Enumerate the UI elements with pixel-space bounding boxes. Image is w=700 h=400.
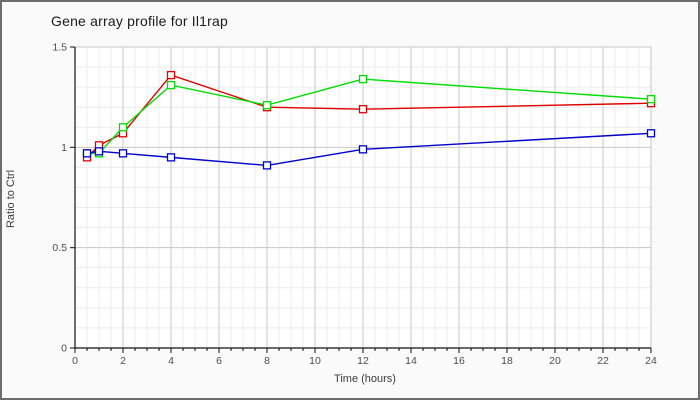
svg-text:0.5: 0.5 xyxy=(52,242,67,254)
svg-text:10: 10 xyxy=(309,355,321,367)
svg-text:18: 18 xyxy=(501,355,513,367)
svg-text:14: 14 xyxy=(405,355,417,367)
svg-text:8: 8 xyxy=(264,355,270,367)
chart-title: Gene array profile for Il1rap xyxy=(51,13,228,29)
svg-text:16: 16 xyxy=(453,355,465,367)
svg-text:1.5: 1.5 xyxy=(52,42,67,54)
svg-text:12: 12 xyxy=(357,355,369,367)
svg-text:0: 0 xyxy=(61,343,67,355)
svg-text:20: 20 xyxy=(549,355,561,367)
svg-text:6: 6 xyxy=(216,355,222,367)
svg-text:2: 2 xyxy=(120,355,126,367)
svg-text:24: 24 xyxy=(645,355,657,367)
x-axis-title: Time (hours) xyxy=(334,373,396,385)
svg-text:22: 22 xyxy=(597,355,609,367)
svg-text:1: 1 xyxy=(61,142,67,154)
svg-text:4: 4 xyxy=(168,355,174,367)
y-axis-title: Ratio to Ctrl xyxy=(5,169,17,229)
svg-text:0: 0 xyxy=(72,355,78,367)
